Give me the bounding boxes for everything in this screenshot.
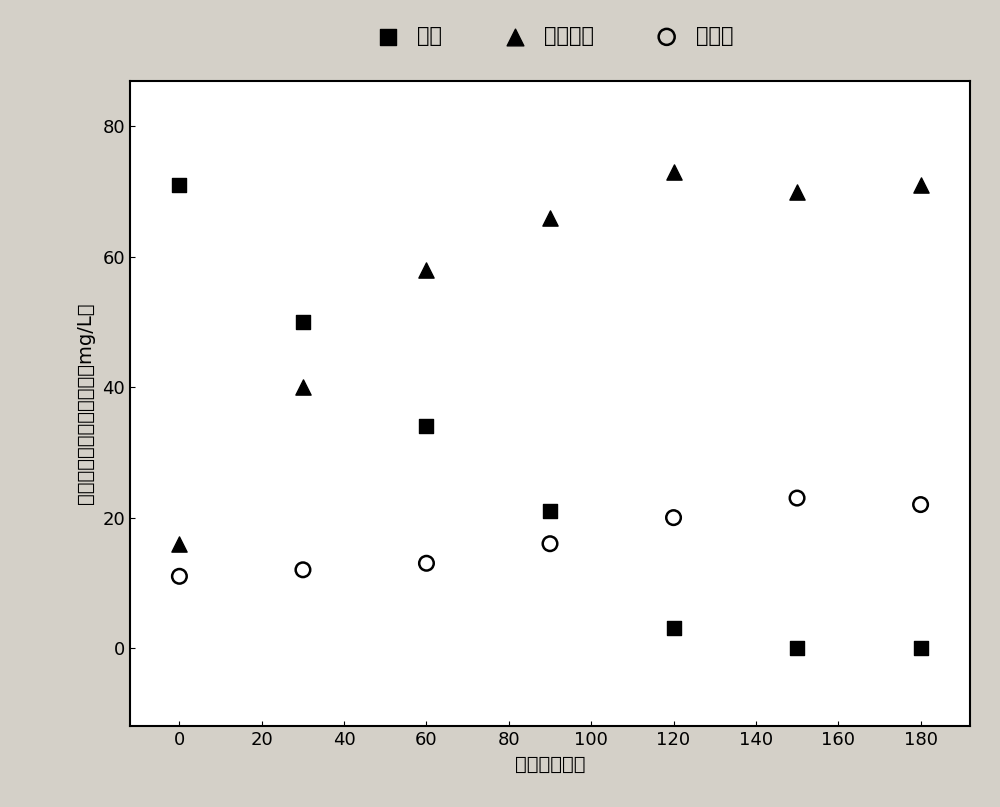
Point — [666, 511, 682, 524]
Point — [171, 178, 187, 191]
Point — [418, 263, 434, 276]
Point — [171, 570, 187, 583]
Point — [666, 165, 682, 178]
Point — [295, 316, 311, 328]
Point — [913, 498, 929, 511]
Point — [789, 491, 805, 504]
Point — [666, 622, 682, 635]
Point — [542, 537, 558, 550]
Point — [171, 537, 187, 550]
Point — [295, 381, 311, 394]
Point — [418, 557, 434, 570]
Point — [418, 420, 434, 433]
Y-axis label: 氨氮、亚瞄态氮、瞄态氮（mg/L）: 氨氮、亚瞄态氮、瞄态氮（mg/L） — [76, 303, 95, 504]
Point — [789, 185, 805, 198]
X-axis label: 时间（分钟）: 时间（分钟） — [515, 755, 585, 774]
Point — [542, 504, 558, 517]
Point — [789, 642, 805, 654]
Point — [913, 178, 929, 191]
Point — [542, 211, 558, 224]
Legend: 氨氮, 亚瞄态氮, 瞄态氮: 氨氮, 亚瞄态氮, 瞄态氮 — [360, 20, 740, 52]
Point — [913, 642, 929, 654]
Point — [295, 563, 311, 576]
